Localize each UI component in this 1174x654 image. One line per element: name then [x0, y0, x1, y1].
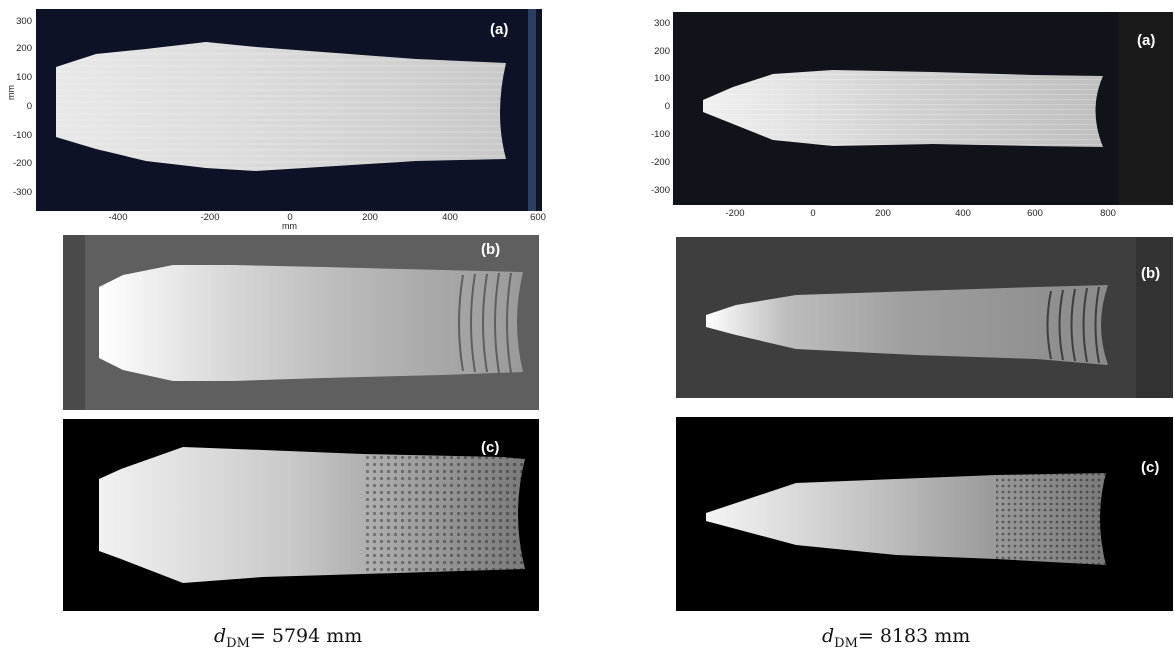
x-tick-label: 200 — [362, 212, 378, 223]
right-panel-a-image: (a) — [673, 12, 1173, 205]
left-panel-b-label: (b) — [481, 241, 501, 258]
left-panel-b-image: (b) — [63, 235, 539, 410]
y-tick-label: 200 — [654, 46, 670, 57]
caption-subscript: DM — [834, 636, 858, 651]
left-panel-a-y-axis-label: mm — [6, 85, 16, 100]
y-tick-label: 0 — [26, 101, 32, 112]
left-panel-c-image: (c) — [63, 419, 539, 611]
left-panel-a-label: (a) — [490, 21, 509, 38]
y-tick-label: 100 — [16, 72, 32, 83]
right-caption: dDM= 8183 mm — [822, 625, 970, 651]
caption-variable: d — [822, 625, 835, 647]
left-caption: dDM= 5794 mm — [214, 625, 362, 651]
right-panel-c-label: (c) — [1141, 459, 1160, 476]
x-tick-label: 0 — [287, 212, 293, 223]
right-panel-c-image: (c) — [676, 417, 1173, 611]
y-tick-label: 0 — [664, 101, 670, 112]
right-panel-b-image: (b) — [676, 237, 1173, 398]
y-tick-label: -200 — [12, 158, 32, 169]
caption-value: = 5794 mm — [249, 625, 363, 647]
y-tick-label: 100 — [654, 73, 670, 84]
x-tick-label: 0 — [810, 208, 816, 219]
y-tick-label: -100 — [650, 129, 670, 140]
left-panel-a-image: (a) — [36, 9, 542, 211]
x-tick-label: 600 — [530, 212, 546, 223]
y-tick-label: -200 — [650, 157, 670, 168]
x-tick-label: -400 — [108, 212, 128, 223]
x-tick-label: -200 — [725, 208, 745, 219]
right-panel-a-label: (a) — [1137, 32, 1156, 49]
y-tick-label: -100 — [12, 130, 32, 141]
x-tick-label: 800 — [1100, 208, 1116, 219]
caption-variable: d — [214, 625, 227, 647]
y-tick-label: 200 — [16, 43, 32, 54]
y-tick-label: -300 — [650, 185, 670, 196]
left-panel-a-x-axis-label: mm — [282, 221, 297, 231]
y-tick-label: 300 — [16, 16, 32, 27]
x-tick-label: 400 — [955, 208, 971, 219]
x-tick-label: 400 — [442, 212, 458, 223]
x-tick-label: -200 — [200, 212, 220, 223]
y-tick-label: 300 — [654, 18, 670, 29]
y-tick-label: -300 — [12, 187, 32, 198]
right-panel-b-label: (b) — [1141, 265, 1161, 282]
x-tick-label: 200 — [875, 208, 891, 219]
x-tick-label: 600 — [1027, 208, 1043, 219]
caption-subscript: DM — [226, 636, 250, 651]
caption-value: = 8183 mm — [857, 625, 971, 647]
left-panel-c-label: (c) — [481, 439, 500, 456]
